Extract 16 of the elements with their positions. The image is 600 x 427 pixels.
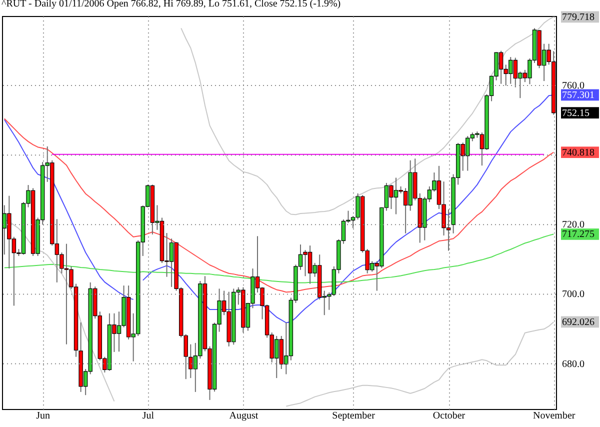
x-tick-label: September: [332, 410, 376, 422]
y-tick-label: 757.301: [562, 90, 594, 101]
y-tick-label: 692.026: [562, 316, 594, 328]
y-tick-label: 717.275: [562, 229, 594, 240]
y-tick-label: 680.0: [562, 358, 584, 370]
y-tick-label: 760.0: [562, 80, 584, 92]
x-tick-label: August: [229, 410, 258, 422]
y-tick-label: 720.0: [562, 220, 584, 231]
y-tick-label: 752.15: [562, 108, 590, 119]
x-tick-label: Jun: [36, 410, 50, 422]
x-tick-label: November: [533, 410, 576, 422]
y-tick-label: 779.718: [562, 12, 594, 23]
x-tick-label: Jul: [142, 410, 154, 422]
y-tick-label: 700.0: [562, 289, 584, 300]
y-tick-label: 740.818: [562, 147, 594, 158]
x-tick-label: October: [432, 410, 466, 422]
